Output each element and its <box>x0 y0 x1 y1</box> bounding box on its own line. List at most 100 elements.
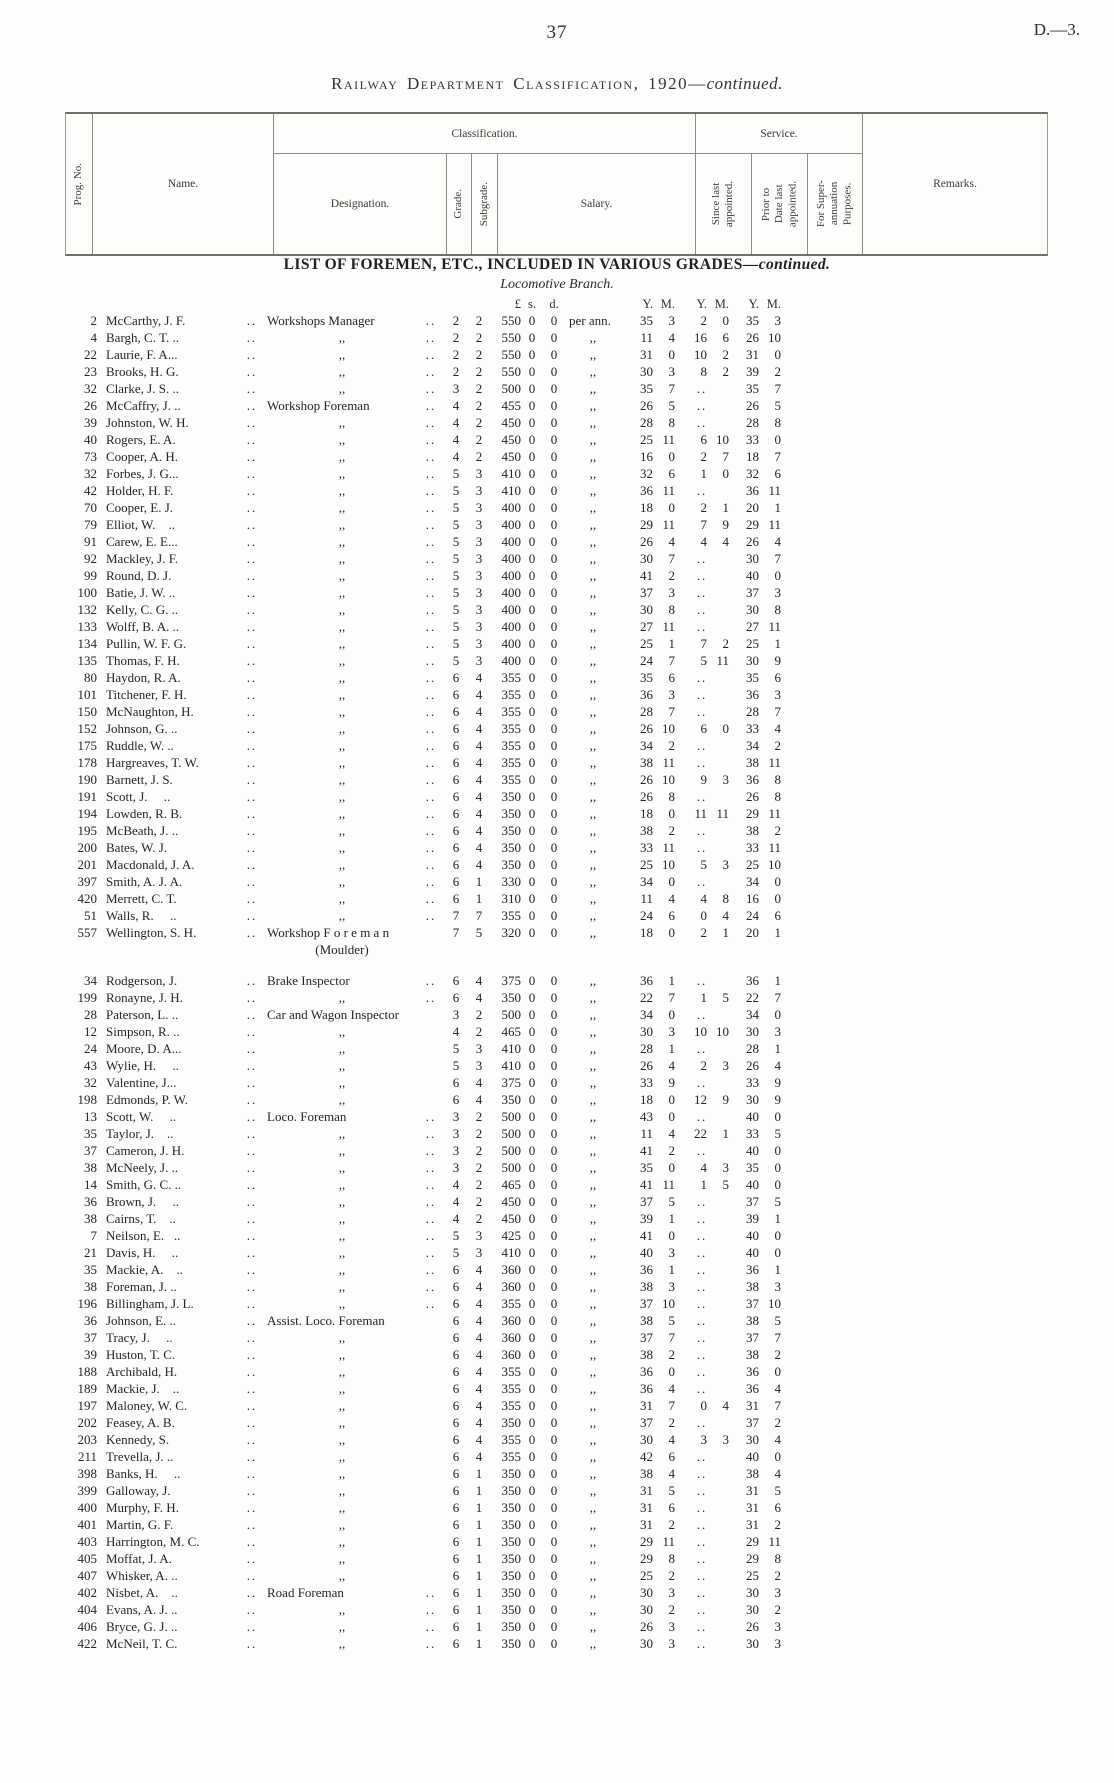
leader-dots: .. <box>425 840 437 855</box>
service-prior-none: .. <box>696 1330 708 1345</box>
service-superannuation-months: 11 <box>768 483 781 498</box>
salary-pounds: 355 <box>501 687 522 702</box>
salary-shillings: 0 <box>528 313 536 328</box>
designation: ,, <box>338 908 346 923</box>
service-prior-none: .. <box>696 1194 708 1209</box>
service-since-years: 42 <box>640 1449 653 1464</box>
grade: 6 <box>452 1330 460 1345</box>
salary-pence: 0 <box>550 1109 558 1124</box>
service-superannuation-months: 2 <box>774 1415 782 1430</box>
leader-dots: .. <box>246 1007 258 1022</box>
per-annum: ,, <box>589 823 597 838</box>
designation: ,, <box>338 1177 346 1192</box>
per-annum: ,, <box>589 1194 597 1209</box>
table-row: 32 Valentine, J.....,, 6 4 375 0 0,, 33 9.. 33 9 <box>57 1074 1114 1091</box>
per-annum: ,, <box>589 1466 597 1481</box>
employee-name: Paterson, L. .. <box>106 1007 179 1022</box>
service-since-years: 24 <box>640 653 653 668</box>
per-annum: ,, <box>589 1330 597 1345</box>
table-row: 24 Moore, D. A.....,, 5 3 410 0 0,, 28 1.. 28 1 <box>57 1040 1114 1057</box>
employee-name: McCarthy, J. F. <box>106 313 186 328</box>
service-prior-months: 0 <box>722 466 730 481</box>
employee-name: Brooks, H. G. <box>106 364 179 379</box>
units-spacer <box>97 296 237 312</box>
table-row: 23 Brooks, H. G...,,.. 2 2 550 0 0,, 30 3 8 2 39 2 <box>57 363 1114 380</box>
salary-pounds: 355 <box>501 1398 522 1413</box>
grade: 2 <box>452 330 460 345</box>
service-superannuation-years: 30 <box>746 1024 759 1039</box>
prog-no: 22 <box>84 347 97 362</box>
employee-name: Bates, W. J. <box>106 840 168 855</box>
designation: ,, <box>338 1279 346 1294</box>
prog-no: 406 <box>77 1619 98 1634</box>
service-since-years: 26 <box>640 772 653 787</box>
service-prior-years: 2 <box>700 925 708 940</box>
service-superannuation-months: 7 <box>774 381 782 396</box>
salary-pounds: 375 <box>501 973 522 988</box>
service-since-years: 38 <box>640 1347 653 1362</box>
subgrade: 4 <box>475 687 483 702</box>
service-prior-months: 2 <box>722 347 730 362</box>
designation: ,, <box>338 857 346 872</box>
salary-pounds: 350 <box>501 1551 522 1566</box>
designation: ,, <box>338 568 346 583</box>
service-since-months: 2 <box>668 823 676 838</box>
employee-name: Carew, E. E... <box>106 534 178 549</box>
salary-pounds: 320 <box>501 925 522 940</box>
service-prior-none: .. <box>696 687 708 702</box>
service-prior-none: .. <box>696 789 708 804</box>
prog-no: 91 <box>84 534 97 549</box>
table-row: 406 Bryce, G. J. ....,,.. 6 1 350 0 0,, 26 3.. 26… <box>57 1618 1114 1635</box>
table-row: 91 Carew, E. E.....,,.. 5 3 400 0 0,, 26 4 4 4 26 4 <box>57 533 1114 550</box>
service-prior-years: 2 <box>700 500 708 515</box>
service-since-months: 0 <box>668 874 676 889</box>
employee-name: Kennedy, S. <box>106 1432 170 1447</box>
service-since-years: 28 <box>640 704 653 719</box>
prog-no: 422 <box>77 1636 98 1651</box>
service-prior-none: .. <box>696 1551 708 1566</box>
employee-name: Wellington, S. H. <box>106 925 197 940</box>
service-since-months: 4 <box>668 1126 676 1141</box>
service-since-months: 8 <box>668 602 676 617</box>
prog-no: 399 <box>77 1483 98 1498</box>
service-superannuation-months: 2 <box>774 1347 782 1362</box>
service-superannuation-months: 0 <box>774 1364 782 1379</box>
service-superannuation-years: 31 <box>746 347 759 362</box>
per-annum: ,, <box>589 1041 597 1056</box>
service-since-months: 6 <box>668 1449 676 1464</box>
subgrade: 4 <box>475 1347 483 1362</box>
header-subgrade-label: Subgrade. <box>477 181 490 227</box>
salary-pounds: 450 <box>501 1211 522 1226</box>
designation: ,, <box>338 1432 346 1447</box>
designation: Brake Inspector <box>267 973 350 988</box>
salary-shillings: 0 <box>528 1058 536 1073</box>
leader-dots: .. <box>246 347 258 362</box>
subgrade: 2 <box>475 1143 483 1158</box>
prog-no: 397 <box>77 874 98 889</box>
leader-dots: .. <box>425 636 437 651</box>
service-prior-none: .. <box>696 1075 708 1090</box>
subgrade: 4 <box>475 1398 483 1413</box>
subgrade: 4 <box>475 670 483 685</box>
salary-pence: 0 <box>550 1313 558 1328</box>
salary-pence: 0 <box>550 330 558 345</box>
document-reference: D.—3. <box>1033 20 1080 39</box>
prog-no: 189 <box>77 1381 98 1396</box>
subgrade: 1 <box>475 1551 483 1566</box>
leader-dots: .. <box>246 1449 258 1464</box>
employee-name: Johnson, G. .. <box>106 721 178 736</box>
leader-dots: .. <box>425 721 437 736</box>
service-superannuation-years: 30 <box>746 602 759 617</box>
designation: ,, <box>338 602 346 617</box>
employee-name: Rodgerson, J. <box>106 973 178 988</box>
employee-name: Johnston, W. H. <box>106 415 189 430</box>
service-prior-months: 2 <box>722 364 730 379</box>
service-since-years: 26 <box>640 789 653 804</box>
salary-pence: 0 <box>550 1602 558 1617</box>
leader-dots: .. <box>246 772 258 787</box>
service-since-months: 0 <box>668 449 676 464</box>
service-since-months: 11 <box>662 432 675 447</box>
grade: 5 <box>452 1058 460 1073</box>
leader-dots: .. <box>425 381 437 396</box>
service-prior-none: .. <box>696 602 708 617</box>
